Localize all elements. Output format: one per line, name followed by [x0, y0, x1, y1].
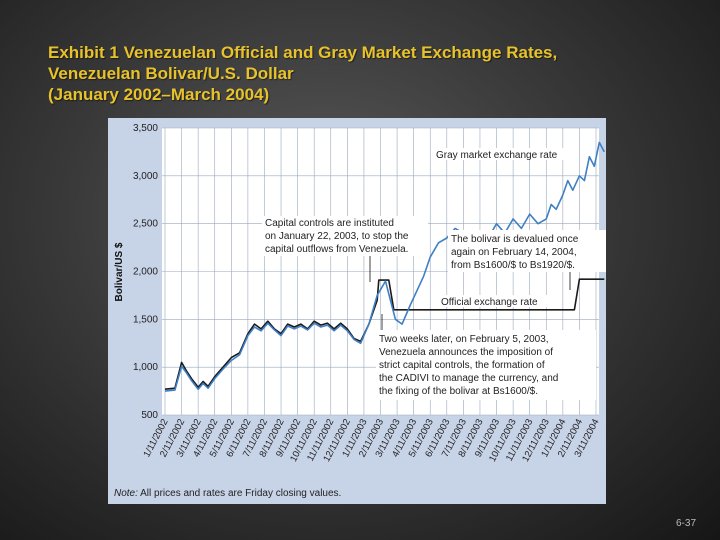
y-tick-label: 2,500 [133, 219, 158, 230]
annotation-devaluation-3: from Bs1600/$ to Bs1920/$. [451, 260, 575, 271]
annotations: Gray market exchange rate Capital contro… [262, 148, 606, 400]
annotation-two-weeks-1: Two weeks later, on February 5, 2003, [379, 334, 549, 345]
exchange-rate-chart: 3,500 3,000 2,500 2,000 1,500 1,000 500 1/11/2… [114, 123, 606, 464]
series-line-gray-market-exchange-rate [164, 141, 606, 392]
annotation-two-weeks-5: the fixing of the bolivar at Bs1600/$. [379, 386, 538, 397]
slide-title-line-2: Venezuelan Bolivar/U.S. Dollar [48, 64, 294, 83]
annotation-box-devaluation [448, 230, 606, 272]
page-number: 6-37 [676, 518, 697, 529]
y-tick-label: 3,000 [133, 171, 158, 182]
y-tick-label: 1,000 [133, 362, 158, 373]
annotation-devaluation-2: again on February 14, 2004, [451, 247, 577, 258]
note-text: All prices and rates are Friday closing … [137, 488, 342, 499]
y-tick-label: 3,500 [133, 123, 158, 134]
annotation-two-weeks-3: strict capital controls, the formation o… [379, 360, 545, 371]
y-tick-label: 2,000 [133, 267, 158, 278]
y-tick-label: 500 [141, 410, 158, 421]
annotation-devaluation-1: The bolivar is devalued once [451, 234, 579, 245]
annotation-two-weeks-4: the CADIVI to manage the currency, and [379, 373, 558, 384]
annotation-box-gray [432, 148, 572, 160]
x-axis-ticks: 1/11/20022/11/20023/11/20024/11/20025/11… [141, 417, 601, 464]
y-axis-label: Bolivar/US $ [114, 242, 125, 301]
annotation-two-weeks-2: Venezuela announces the imposition of [379, 347, 553, 358]
slide-title: Exhibit 1 Venezuelan Official and Gray M… [48, 42, 688, 105]
chart-panel: 3,500 3,000 2,500 2,000 1,500 1,000 500 1/11/2… [108, 118, 606, 504]
annotation-capital-controls-3: capital outflows from Venezuela. [265, 244, 408, 255]
annotation-box-official [438, 295, 550, 307]
slide-title-line-1: Exhibit 1 Venezuelan Official and Gray M… [48, 43, 558, 62]
annotation-capital-controls-2: on January 22, 2003, to stop the [265, 231, 409, 242]
annotation-box-two-weeks [376, 330, 596, 400]
annotation-capital-controls-1: Capital controls are instituted [265, 218, 394, 229]
y-axis-ticks: 3,500 3,000 2,500 2,000 1,500 1,000 500 [133, 123, 158, 421]
chart-note: Note: All prices and rates are Friday cl… [114, 488, 341, 499]
annotation-official-rate: Official exchange rate [441, 297, 538, 308]
annotation-gray-market: Gray market exchange rate [436, 150, 558, 161]
slide-title-line-3: (January 2002–March 2004) [48, 85, 270, 104]
y-tick-label: 1,500 [133, 314, 158, 325]
data-series [164, 141, 606, 392]
annotation-box-capital-controls [262, 216, 428, 256]
note-label: Note: [114, 488, 138, 499]
